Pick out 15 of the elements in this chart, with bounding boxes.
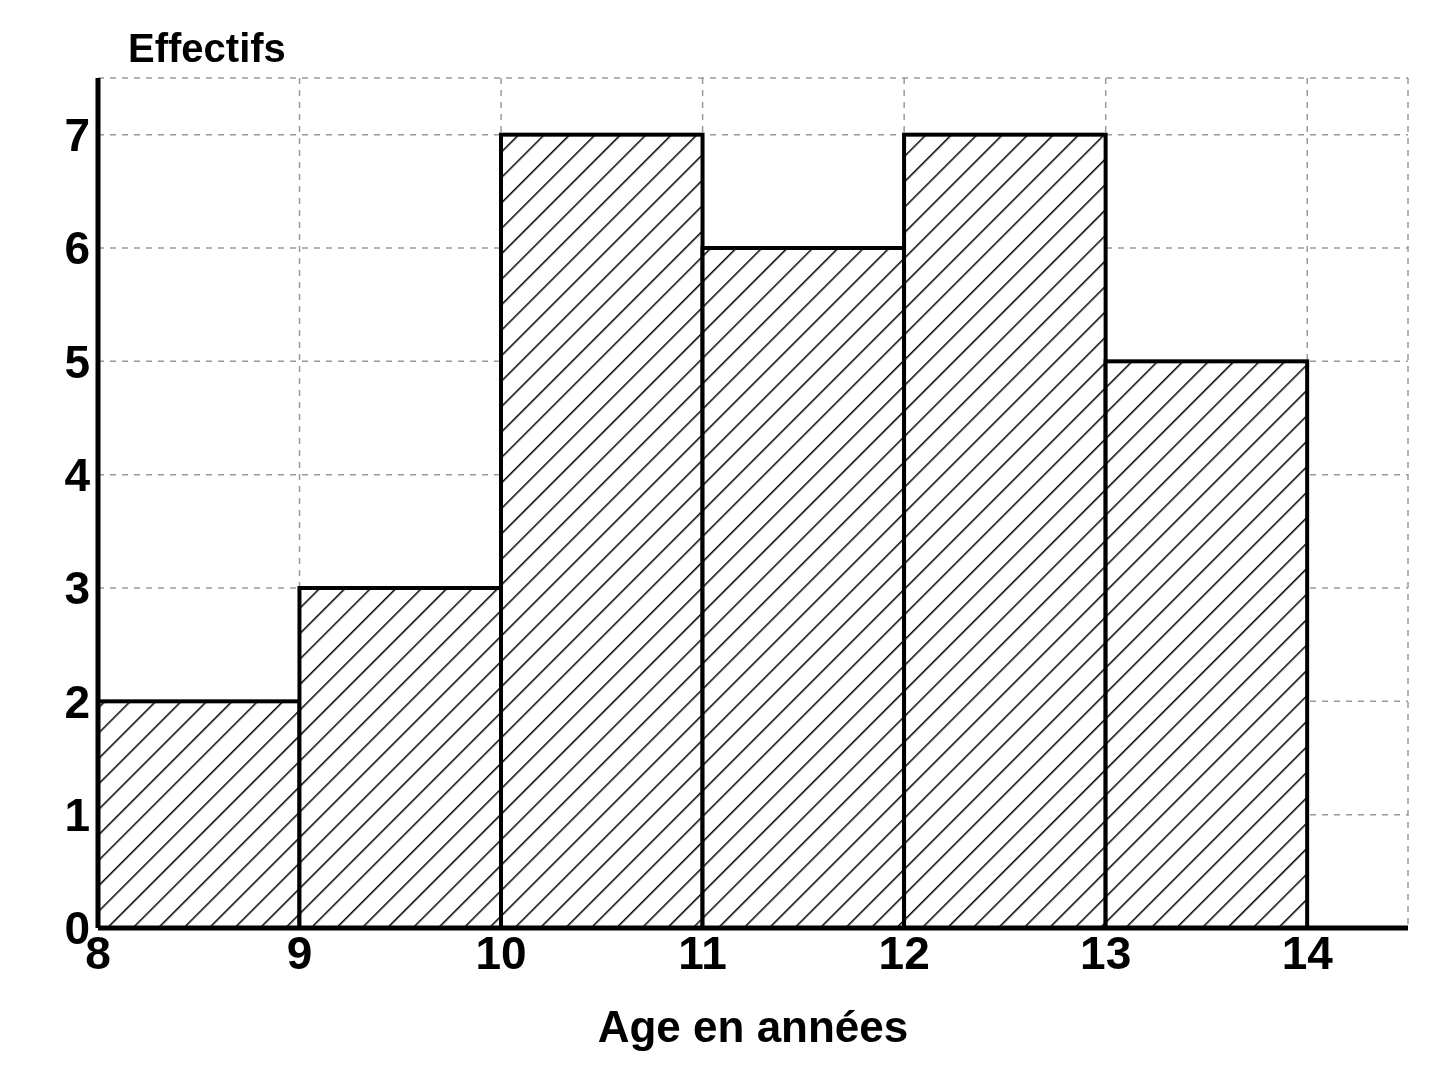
y-tick-label: 1 — [64, 789, 90, 841]
y-tick-label: 6 — [64, 222, 90, 275]
x-tick-label: 10 — [475, 926, 527, 979]
x-axis-title: Age en années — [596, 1002, 910, 1052]
y-tick-label: 4 — [64, 449, 91, 501]
y-tick-label: 3 — [64, 562, 90, 615]
x-tick-label: 14 — [1281, 926, 1334, 979]
x-tick-label: 9 — [286, 926, 313, 979]
y-axis-title: Effectifs — [128, 26, 286, 71]
x-tick-label: 13 — [1080, 926, 1132, 979]
y-tick-label: 7 — [64, 109, 90, 161]
x-tick-label: 12 — [878, 926, 930, 979]
y-tick-label: 2 — [64, 675, 90, 728]
y-tick-label: 5 — [64, 335, 90, 388]
x-tick-label: 11 — [678, 926, 727, 979]
